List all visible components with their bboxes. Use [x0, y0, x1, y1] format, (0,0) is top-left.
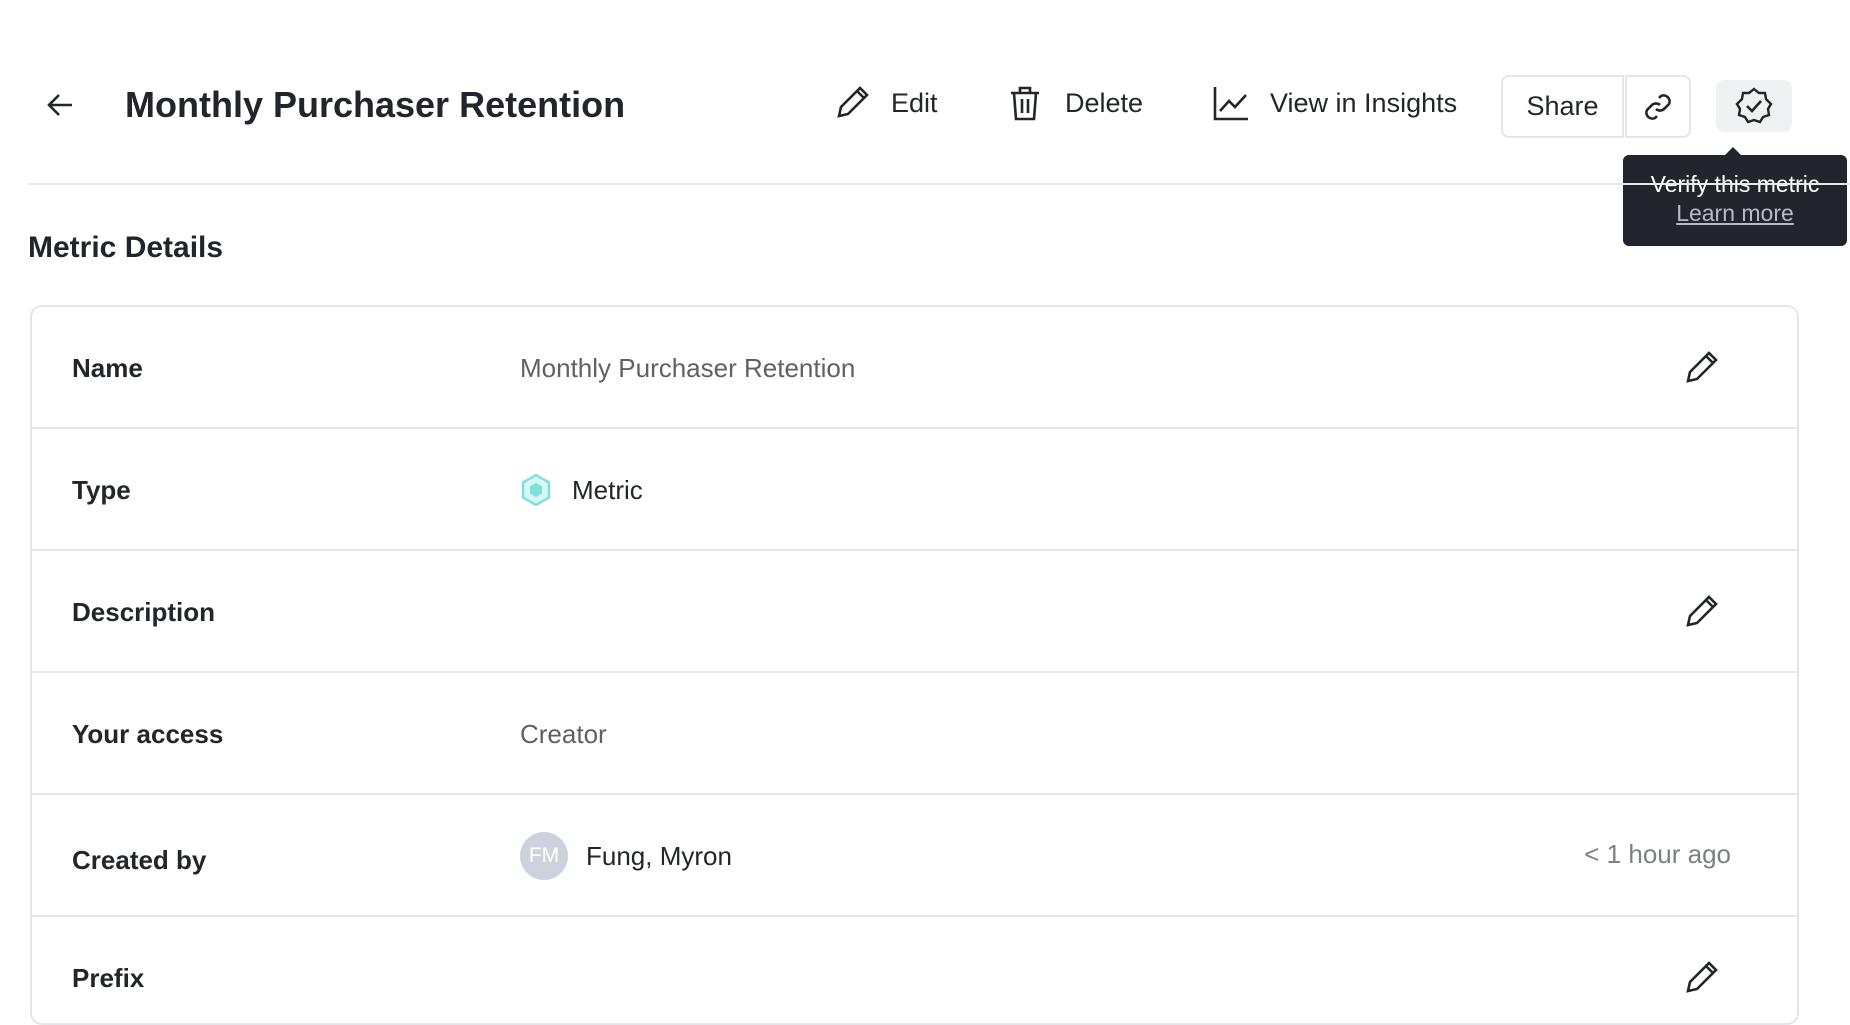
row-label: Type	[72, 475, 131, 505]
row-value: Creator	[520, 718, 607, 749]
metric-hexagon-icon	[520, 473, 552, 507]
verify-tooltip: Verify this metric Learn more	[1623, 147, 1847, 246]
row-label: Created by	[72, 845, 207, 875]
header-divider	[28, 183, 1850, 185]
row-type: Type Metric	[32, 429, 1797, 551]
trash-icon	[1007, 84, 1043, 122]
delete-button[interactable]: Delete	[1007, 84, 1143, 122]
back-arrow-icon[interactable]	[46, 92, 74, 118]
creator-name: Fung, Myron	[586, 840, 732, 871]
row-label: Description	[72, 597, 216, 627]
row-value: Monthly Purchaser Retention	[520, 352, 856, 383]
share-label: Share	[1526, 91, 1599, 121]
verified-badge-icon	[1734, 86, 1774, 126]
verify-metric-button[interactable]	[1716, 80, 1792, 132]
type-label: Metric	[572, 474, 643, 505]
insights-label: View in Insights	[1270, 87, 1458, 118]
copy-link-button[interactable]	[1625, 75, 1691, 138]
row-label: Prefix	[72, 963, 145, 993]
edit-pencil-icon[interactable]	[1682, 593, 1720, 631]
edit-button[interactable]: Edit	[833, 84, 938, 122]
creator: FM Fung, Myron	[520, 795, 732, 917]
row-label: Name	[72, 353, 143, 383]
avatar: FM	[520, 832, 568, 880]
type-value: Metric	[520, 429, 643, 551]
row-label: Your access	[72, 719, 224, 749]
link-icon	[1642, 91, 1674, 123]
created-time: < 1 hour ago	[1584, 839, 1731, 869]
view-in-insights-button[interactable]: View in Insights	[1212, 84, 1457, 122]
edit-pencil-icon[interactable]	[1682, 959, 1720, 997]
delete-label: Delete	[1065, 87, 1144, 118]
row-access: Your access Creator	[32, 673, 1797, 795]
edit-label: Edit	[891, 87, 938, 118]
metric-details-card: Name Monthly Purchaser Retention Type Me…	[30, 305, 1799, 1025]
page-title: Monthly Purchaser Retention	[125, 84, 626, 125]
row-description: Description	[32, 551, 1797, 673]
learn-more-link[interactable]: Learn more	[1676, 200, 1794, 226]
edit-pencil-icon[interactable]	[1682, 349, 1720, 387]
line-chart-icon	[1212, 84, 1250, 122]
row-prefix: Prefix	[32, 917, 1797, 1023]
section-title: Metric Details	[28, 231, 224, 264]
share-button[interactable]: Share	[1501, 75, 1624, 138]
row-name: Name Monthly Purchaser Retention	[32, 307, 1797, 429]
row-created-by: Created by FM Fung, Myron < 1 hour ago	[32, 795, 1797, 917]
pencil-icon	[833, 84, 871, 122]
